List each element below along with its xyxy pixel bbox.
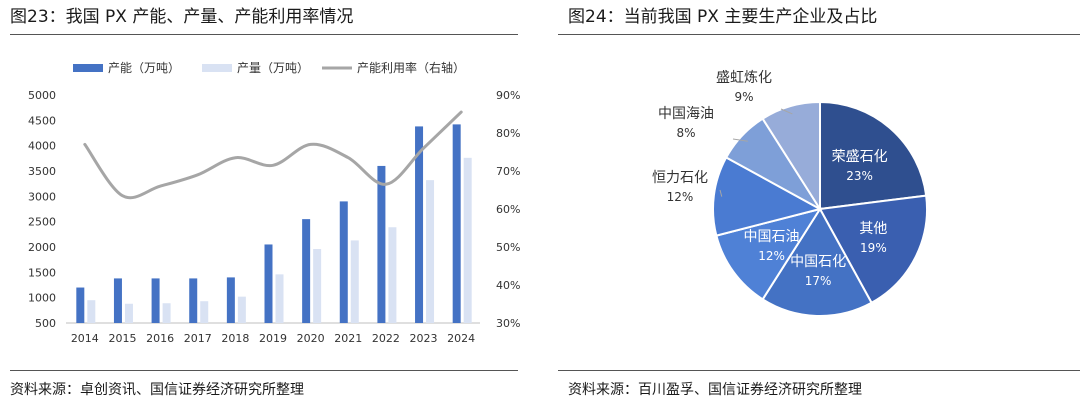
pie-slice	[761, 207, 873, 317]
x-tick-label: 2024	[447, 332, 475, 345]
pie-slice-percent: 8%	[676, 126, 695, 140]
y2-tick-label: 60%	[496, 203, 520, 216]
legend-output-label: 产量（万吨）	[237, 61, 309, 75]
pie-slice	[712, 156, 823, 237]
output-bar	[350, 240, 359, 323]
x-tick-label: 2015	[108, 332, 136, 345]
x-tick-label: 2021	[334, 332, 362, 345]
px-capacity-combo-chart: 产能（万吨） 产量（万吨） 产能利用率（右轴） 500 1000 1500 2000 2500…	[28, 60, 520, 345]
y2-tick-label: 90%	[496, 89, 520, 102]
capacity-bar	[339, 201, 348, 323]
figure-24-panel: 图24：当前我国 PX 主要生产企业及占比 荣盛石化 23% 其他 19% 中国石化 17…	[558, 0, 1080, 404]
x-tick-label: 2016	[146, 332, 174, 345]
x-tick-label: 2023	[410, 332, 438, 345]
capacity-bar	[226, 277, 235, 323]
x-tick-label: 2018	[221, 332, 249, 345]
pie-slice-percent: 23%	[846, 169, 873, 183]
output-bar	[237, 296, 246, 323]
figure-23-panel: 图23：我国 PX 产能、产量、产能利用率情况 产能（万吨） 产量（万吨） 产能利用…	[0, 0, 520, 404]
y2-tick-label: 40%	[496, 279, 520, 292]
pie-leader-line	[732, 138, 748, 142]
px-producer-share-pie-chart: 荣盛石化 23% 其他 19% 中国石化 17% 中国石油 12% 恒力石化 12% 中国海油 8% 盛…	[652, 70, 928, 317]
y2-tick-label: 70%	[496, 165, 520, 178]
output-bar	[463, 157, 472, 323]
x-tick-label: 2019	[259, 332, 287, 345]
pie-slice-label: 荣盛石化	[832, 149, 888, 165]
legend-capacity-swatch	[73, 64, 103, 72]
y-tick-label: 2000	[28, 241, 56, 254]
capacity-bar	[452, 124, 461, 324]
capacity-bar	[113, 278, 122, 323]
output-bar	[313, 249, 322, 323]
output-bar	[426, 180, 435, 323]
pie-slice-percent: 17%	[805, 274, 832, 288]
legend-output-swatch	[202, 64, 232, 72]
y-tick-label: 4500	[28, 114, 56, 127]
figure-24-bottom-rule	[558, 370, 1080, 371]
pie-slice-label: 盛虹炼化	[716, 70, 772, 86]
pie-slice	[715, 207, 823, 301]
output-bar	[275, 274, 284, 323]
x-tick-label: 2017	[184, 332, 212, 345]
y2-tick-label: 80%	[496, 127, 520, 140]
x-tick-label: 2020	[297, 332, 325, 345]
y-tick-label: 5000	[28, 89, 56, 102]
output-bar	[388, 227, 397, 323]
figure-23-top-rule	[10, 34, 518, 35]
pie-slice-percent: 12%	[667, 190, 694, 204]
pie-slice-label: 其他	[859, 221, 887, 237]
pie-slice	[761, 100, 821, 213]
y-tick-label: 500	[35, 317, 56, 330]
figure-23-title: 图23：我国 PX 产能、产量、产能利用率情况	[10, 7, 354, 27]
pie-leader-line	[719, 189, 723, 197]
y2-tick-label: 50%	[496, 241, 520, 254]
pie-slice-percent: 12%	[758, 249, 785, 263]
legend-capacity-label: 产能（万吨）	[108, 61, 180, 75]
output-bar	[200, 301, 209, 323]
pie-slice	[819, 100, 928, 211]
y-tick-label: 3000	[28, 190, 56, 203]
y-tick-label: 4000	[28, 140, 56, 153]
pie-slice	[818, 194, 928, 305]
utilization-line	[83, 110, 463, 200]
pie-slice-label: 中国石化	[790, 254, 846, 270]
legend-utilization-label: 产能利用率（右轴）	[357, 60, 465, 75]
capacity-bar	[377, 165, 386, 323]
capacity-bar	[264, 244, 273, 323]
capacity-bar	[76, 287, 85, 323]
figure-24-source: 资料来源：百川盈孚、国信证券经济研究所整理	[568, 382, 862, 398]
y-tick-label: 3500	[28, 165, 56, 178]
x-tick-label: 2014	[71, 332, 99, 345]
y-tick-label: 2500	[28, 216, 56, 229]
output-bar	[124, 303, 133, 323]
figure-24-top-rule	[558, 34, 1080, 35]
figure-23-source: 资料来源：卓创资讯、国信证券经济研究所整理	[10, 382, 304, 398]
y-tick-label: 1500	[28, 266, 56, 279]
pie-slice-percent: 9%	[734, 90, 753, 104]
output-bar	[162, 303, 171, 323]
pie-slice-label: 恒力石化	[652, 170, 708, 186]
capacity-bar	[302, 219, 311, 323]
capacity-bar	[189, 278, 198, 323]
y2-tick-label: 30%	[496, 317, 520, 330]
capacity-bar	[151, 278, 160, 323]
figure-24-title: 图24：当前我国 PX 主要生产企业及占比	[568, 7, 878, 27]
figure-23-bottom-rule	[10, 370, 518, 371]
pie-slice-percent: 19%	[860, 241, 887, 255]
capacity-bar	[415, 126, 424, 323]
output-bar	[87, 300, 96, 323]
pie-slice-label: 中国海油	[658, 106, 714, 122]
pie-slice-label: 中国石油	[744, 229, 800, 245]
y-tick-label: 1000	[28, 292, 56, 305]
x-tick-label: 2022	[372, 332, 400, 345]
pie-leader-line	[780, 108, 793, 115]
